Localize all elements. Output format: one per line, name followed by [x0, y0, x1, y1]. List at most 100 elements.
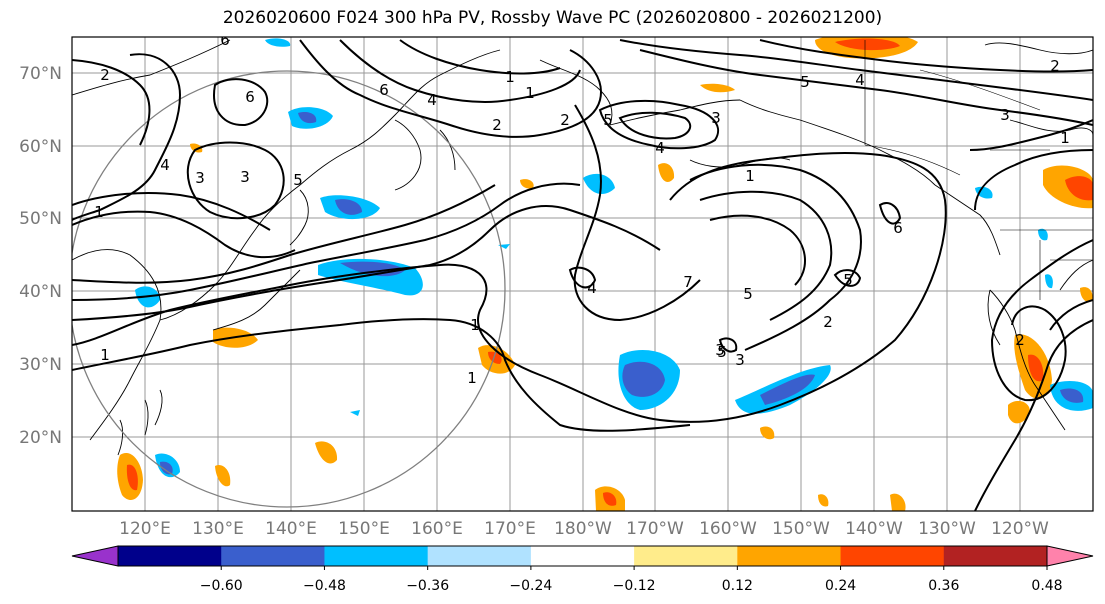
contour-label: 4	[160, 156, 170, 174]
longitude-label: 130°E	[192, 519, 244, 539]
colorbar-segment	[427, 546, 532, 566]
colorbar-segment	[634, 546, 738, 566]
negative-anomaly	[1038, 228, 1048, 241]
colorbar-tick-label: −0.24	[509, 578, 552, 594]
pv-contour	[974, 319, 1093, 511]
contour-label: 1	[525, 84, 535, 102]
longitude-label: 160°E	[411, 519, 463, 539]
contour-label: 3	[1000, 106, 1010, 124]
pv-contour	[72, 210, 296, 259]
colorbar-segment	[530, 546, 635, 566]
pv-contours	[72, 39, 1093, 511]
latitude-label: 70°N	[19, 64, 62, 84]
contour-label: 1	[1060, 129, 1070, 147]
contour-label: 4	[655, 139, 665, 157]
colorbar-segment	[737, 546, 842, 566]
pv-contour	[709, 214, 807, 286]
contour-label: 1	[100, 346, 110, 364]
pv-contour	[990, 239, 1093, 402]
positive-anomaly	[488, 351, 502, 364]
negative-anomaly	[583, 173, 615, 194]
contour-label: 4	[855, 71, 865, 89]
positive-anomaly	[190, 143, 203, 153]
contour-label: 1	[467, 369, 477, 387]
negative-anomaly	[298, 112, 317, 124]
longitude-label: 140°E	[265, 519, 317, 539]
colorbar: −0.60 −0.48 −0.36 −0.24 −0.12 0.12 0.24 0.36 0.4…	[71, 545, 1094, 594]
contour-label: 2	[823, 313, 833, 331]
contour-label: 2	[1050, 57, 1060, 75]
contour-label: 6	[245, 88, 255, 106]
colorbar-tick-label: 0.12	[722, 578, 753, 594]
plot-title: 2026020600 F024 300 hPa PV, Rossby Wave …	[222, 8, 883, 28]
colorbar-segment	[221, 546, 325, 566]
borders	[864, 40, 1093, 300]
contour-label: 1	[470, 316, 480, 334]
positive-anomaly	[315, 441, 338, 464]
pv-contour	[568, 266, 597, 289]
contour-label: 6	[220, 31, 230, 49]
pv-contour	[186, 141, 285, 220]
contour-label: 7	[683, 273, 693, 291]
pv-contour	[72, 182, 581, 301]
longitude-label: 120°W	[991, 519, 1049, 539]
latitude-labels: 70°N 60°N 50°N 40°N 30°N 20°N	[19, 64, 62, 448]
colorbar-segment	[943, 546, 1048, 566]
longitude-label: 130°W	[918, 519, 976, 539]
negative-anomaly	[975, 186, 993, 199]
pv-contour	[72, 59, 151, 146]
colorbar-tick-label: 0.36	[928, 578, 959, 594]
pv-contour	[573, 104, 701, 322]
positive-anomaly	[760, 426, 775, 440]
contour-label: 1	[745, 167, 755, 185]
contour-label: 3	[735, 351, 745, 369]
anomaly-shading	[117, 37, 1093, 511]
negative-anomaly	[760, 374, 815, 405]
pv-contour	[399, 39, 561, 75]
positive-anomaly	[126, 464, 138, 491]
colorbar-extend-low	[71, 545, 119, 567]
latitude-label: 40°N	[19, 282, 62, 302]
contour-label: 5	[800, 73, 810, 91]
contour-label: 1	[505, 68, 515, 86]
pv-contour	[833, 269, 862, 287]
positive-anomaly	[658, 163, 675, 182]
longitude-label: 160°W	[699, 519, 757, 539]
pv-contour	[689, 163, 862, 351]
positive-anomaly	[603, 492, 617, 506]
contour-label: 5	[717, 343, 727, 361]
negative-anomaly	[622, 361, 665, 397]
pv-contour	[72, 318, 691, 432]
pv-contour	[699, 190, 833, 321]
pv-contour	[618, 111, 692, 140]
pv-contour	[72, 53, 182, 221]
longitude-label: 120°E	[119, 519, 171, 539]
contour-label: 2	[492, 116, 502, 134]
contour-label: 5	[603, 111, 613, 129]
colorbar-segment	[324, 546, 429, 566]
pv-contour	[619, 39, 1093, 101]
contour-label: 3	[195, 169, 205, 187]
positive-anomaly	[835, 38, 900, 51]
contour-label: 4	[427, 91, 437, 109]
negative-anomaly	[350, 410, 360, 416]
contour-label: 6	[379, 81, 389, 99]
latitude-label: 60°N	[19, 137, 62, 157]
contour-label: 5	[843, 271, 853, 289]
positive-anomaly	[215, 464, 231, 487]
longitude-label: 140°W	[845, 519, 903, 539]
longitude-label: 150°W	[772, 519, 830, 539]
pv-contour	[299, 39, 602, 138]
reference-circle	[72, 70, 506, 508]
contour-label: 2	[100, 66, 110, 84]
pv-contour	[72, 184, 496, 284]
positive-anomaly	[1065, 176, 1093, 201]
contour-label: 2	[560, 111, 570, 129]
pv-contour	[1049, 299, 1093, 331]
contour-label: 5	[293, 171, 303, 189]
pv-contour	[598, 99, 720, 150]
latitude-label: 30°N	[19, 355, 62, 375]
pv-contour	[878, 202, 902, 225]
